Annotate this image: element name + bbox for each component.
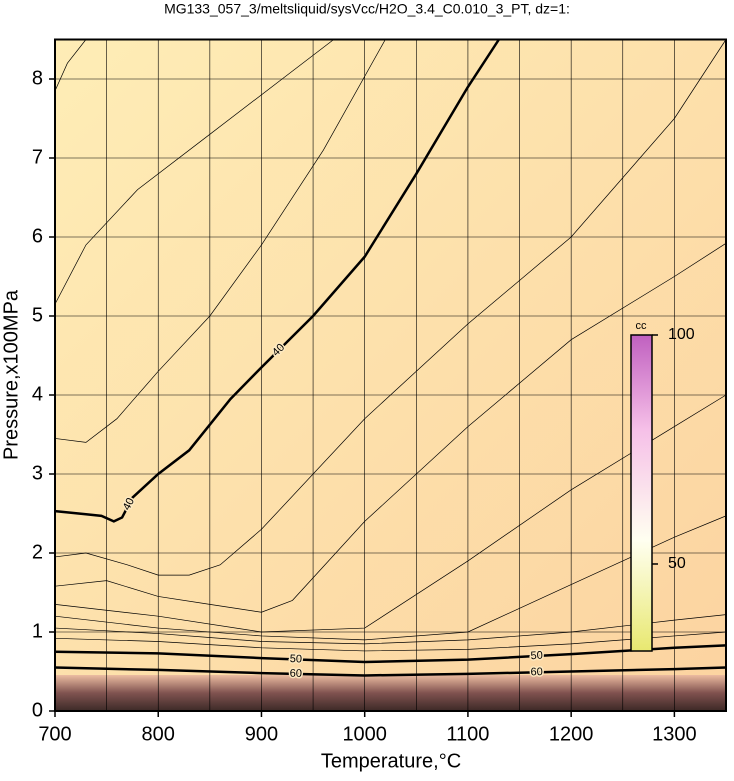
contour-label: 50 xyxy=(290,653,303,665)
contour-line xyxy=(54,243,727,613)
y-tick-label: 3 xyxy=(32,462,43,484)
x-tick-label: 900 xyxy=(245,723,278,745)
x-tick-label: 1000 xyxy=(342,723,387,745)
contour-line xyxy=(54,631,727,652)
y-tick-label: 2 xyxy=(32,541,43,563)
contour-line xyxy=(54,644,727,664)
y-tick-label: 1 xyxy=(32,620,43,642)
contour-line xyxy=(54,614,727,645)
contour-line xyxy=(54,394,727,633)
y-axis-label: Pressure,x100MPa xyxy=(0,289,22,460)
x-axis-label: Temperature,°C xyxy=(321,750,461,772)
contour-line xyxy=(54,39,87,91)
contour-label: 60 xyxy=(290,668,303,680)
x-tick-label: 700 xyxy=(38,723,71,745)
x-tick-label: 1200 xyxy=(549,723,594,745)
contour-line xyxy=(54,38,500,523)
contour-label: 50 xyxy=(530,650,543,663)
colorbar xyxy=(630,334,653,652)
plot-frame xyxy=(54,38,727,712)
contour-line xyxy=(54,39,727,576)
y-tick-label: 5 xyxy=(32,304,43,326)
x-tick-label: 1100 xyxy=(446,723,489,745)
dense-contours xyxy=(55,675,726,711)
colorbar-title: cc xyxy=(636,320,648,332)
background xyxy=(55,39,726,711)
contour-line xyxy=(54,515,727,641)
colorbar-tick-label: 50 xyxy=(668,555,686,572)
chart-title: MG133_057_3/meltsliquid/sysVcc/H2O_3.4_C… xyxy=(164,1,570,17)
contour-line xyxy=(54,666,727,677)
y-tick-label: 6 xyxy=(32,225,43,247)
x-tick-label: 1300 xyxy=(652,723,697,745)
colorbar-tick-label: 100 xyxy=(668,326,695,343)
y-tick-label: 7 xyxy=(32,146,43,168)
contour-label: 60 xyxy=(530,666,543,678)
y-tick-label: 4 xyxy=(32,383,43,405)
x-tick-label: 800 xyxy=(142,723,175,745)
y-tick-label: 0 xyxy=(32,699,43,721)
contour-line xyxy=(54,39,334,305)
contour-line xyxy=(54,39,386,443)
y-tick-label: 8 xyxy=(32,67,43,89)
